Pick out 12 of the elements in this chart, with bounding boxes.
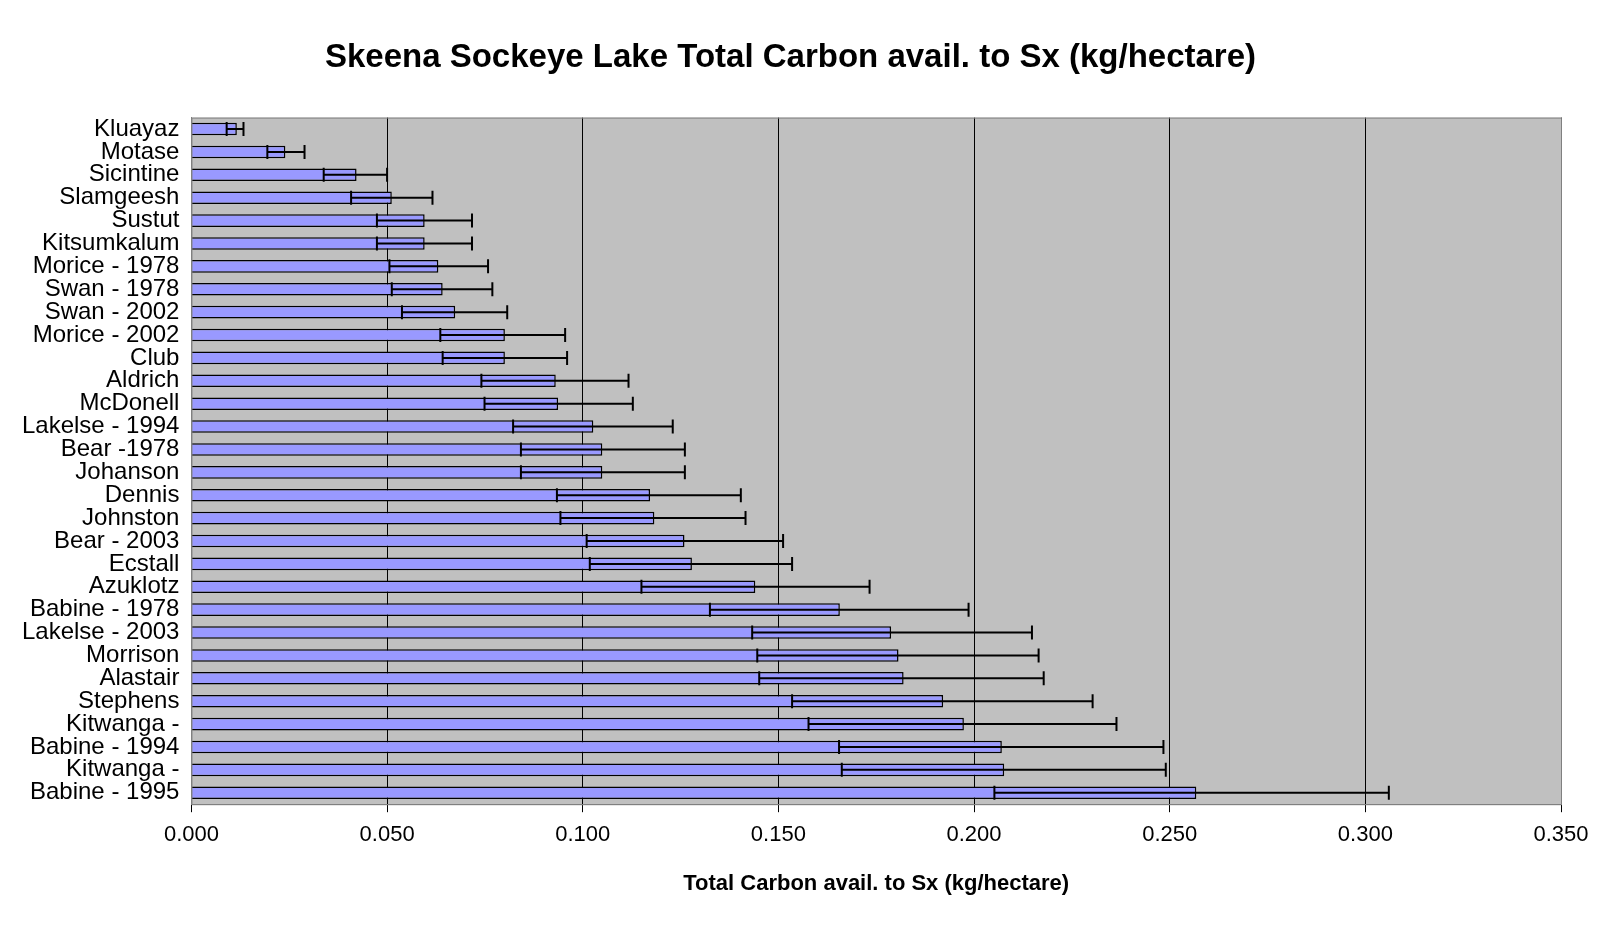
y-tick-label: Kitwanga - xyxy=(66,754,180,782)
chart-title: Skeena Sockeye Lake Total Carbon avail. to Sx (kg/hectare) xyxy=(324,36,1257,74)
y-tick-label: Kluayaz xyxy=(94,113,180,141)
x-tick-label: 0.000 xyxy=(163,821,219,847)
x-tick-label: 0.300 xyxy=(1337,821,1393,847)
x-tick-label: 0.100 xyxy=(555,821,611,847)
x-tick-label: 0.250 xyxy=(1142,821,1198,847)
x-tick-label: 0.050 xyxy=(359,821,415,847)
x-tick-label: 0.200 xyxy=(946,821,1002,847)
x-tick-label: 0.350 xyxy=(1533,821,1589,847)
x-tick-label: 0.150 xyxy=(750,821,806,847)
x-axis-title: Total Carbon avail. to Sx (kg/hectare) xyxy=(683,869,1070,895)
